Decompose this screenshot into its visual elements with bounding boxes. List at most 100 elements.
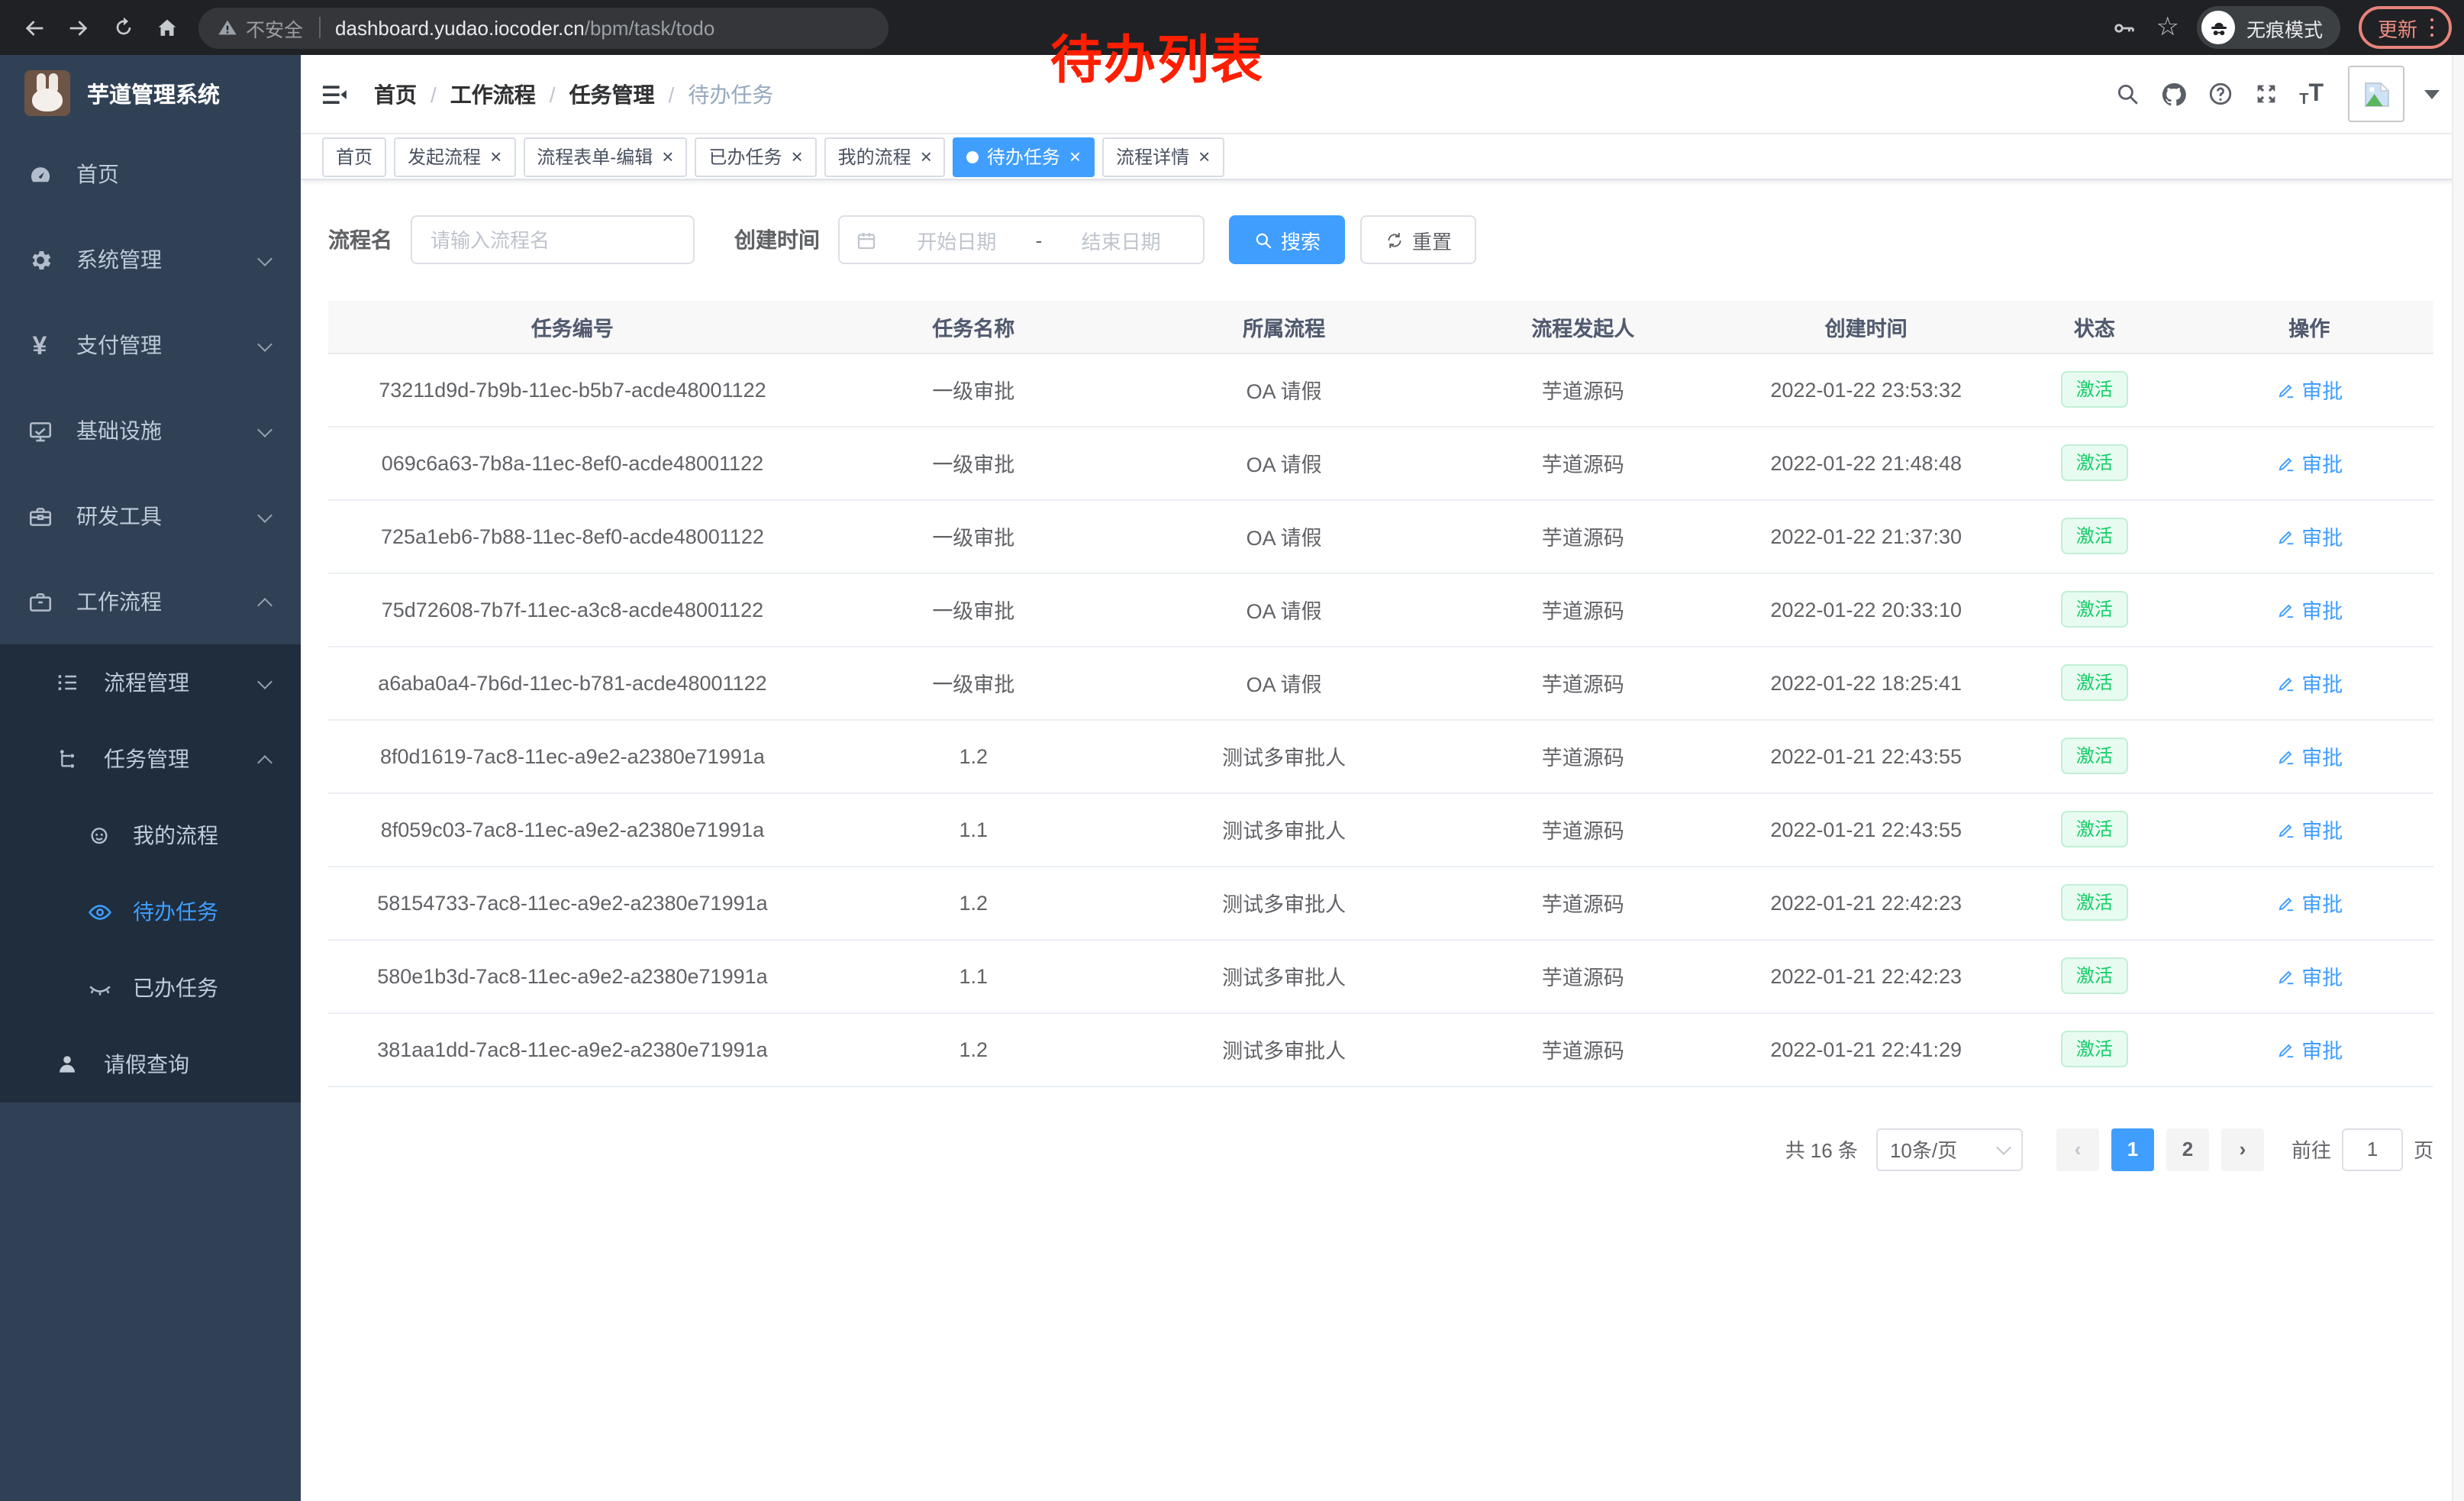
table-row: 8f059c03-7ac8-11ec-a9e2-a2380e71991a 1.1 测… bbox=[328, 792, 2433, 867]
search-icon[interactable] bbox=[2114, 81, 2140, 107]
help-icon[interactable] bbox=[2208, 81, 2233, 107]
approve-link[interactable]: 审批 bbox=[2275, 447, 2343, 478]
search-button[interactable]: 搜索 bbox=[1229, 215, 1346, 264]
tab-process-detail[interactable]: 流程详情 × bbox=[1102, 137, 1224, 176]
breadcrumb-home[interactable]: 首页 bbox=[374, 82, 417, 106]
next-page-button[interactable]: › bbox=[2221, 1128, 2264, 1170]
eye-icon bbox=[85, 899, 113, 925]
col-process: 所属流程 bbox=[1130, 301, 1438, 353]
not-secure-label: 不安全 bbox=[246, 19, 304, 40]
sidebar-item-infra[interactable]: 基础设施 bbox=[0, 388, 301, 473]
sidebar-item-task-mgmt[interactable]: 任务管理 bbox=[0, 721, 301, 797]
process-name-input[interactable] bbox=[411, 215, 695, 264]
github-icon[interactable] bbox=[2160, 80, 2188, 108]
page-button-2[interactable]: 2 bbox=[2166, 1128, 2209, 1170]
fullscreen-icon[interactable] bbox=[2253, 81, 2279, 107]
browser-back-button[interactable] bbox=[12, 5, 56, 50]
app-logo[interactable]: 芋道管理系统 bbox=[0, 55, 301, 131]
chevron-up-icon bbox=[257, 755, 273, 770]
sidebar: 芋道管理系统 首页 系统管理 ¥ 支付管理 基础设施 bbox=[0, 55, 301, 1501]
chrome-update-button[interactable]: 更新 bbox=[2359, 6, 2452, 49]
sidebar-item-devtools[interactable]: 研发工具 bbox=[0, 473, 301, 559]
sidebar-item-my-process[interactable]: 我的流程 bbox=[0, 797, 301, 873]
pen-icon bbox=[2275, 893, 2295, 912]
close-icon[interactable]: × bbox=[1198, 144, 1211, 167]
tab-home[interactable]: 首页 bbox=[322, 137, 387, 176]
status-badge: 激活 bbox=[2060, 590, 2128, 628]
toolbox-icon bbox=[26, 503, 53, 529]
approve-link[interactable]: 审批 bbox=[2275, 960, 2343, 991]
sidebar-item-done-tasks[interactable]: 已办任务 bbox=[0, 950, 301, 1026]
approve-link[interactable]: 审批 bbox=[2275, 887, 2343, 918]
approve-link[interactable]: 审批 bbox=[2275, 521, 2343, 551]
chevron-down-icon bbox=[1996, 1139, 2011, 1154]
breadcrumb-task-mgmt[interactable]: 任务管理 bbox=[569, 82, 655, 106]
sidebar-item-home[interactable]: 首页 bbox=[0, 131, 301, 217]
browser-forward-button[interactable] bbox=[56, 5, 101, 50]
pen-icon bbox=[2275, 1039, 2295, 1059]
tab-my-process[interactable]: 我的流程 × bbox=[824, 137, 946, 176]
tab-todo-tasks[interactable]: 待办任务 × bbox=[953, 137, 1095, 176]
bookmark-star-icon[interactable]: ☆ bbox=[2156, 12, 2179, 41]
sidebar-item-todo-tasks[interactable]: 待办任务 bbox=[0, 873, 301, 950]
browser-menu-icon[interactable] bbox=[2430, 18, 2433, 37]
page-button-1[interactable]: 1 bbox=[2111, 1128, 2154, 1170]
reset-button[interactable]: 重置 bbox=[1360, 215, 1477, 264]
page-scrollbar[interactable] bbox=[2452, 55, 2464, 1501]
not-secure-indicator[interactable]: 不安全 bbox=[217, 13, 303, 42]
prev-page-button[interactable]: ‹ bbox=[2056, 1128, 2099, 1170]
chevron-down-icon bbox=[257, 674, 273, 689]
approve-link[interactable]: 审批 bbox=[2275, 1034, 2343, 1064]
calendar-icon bbox=[855, 228, 878, 251]
breadcrumb-workflow[interactable]: 工作流程 bbox=[450, 82, 536, 106]
status-badge: 激活 bbox=[2060, 957, 2128, 995]
tab-done-tasks[interactable]: 已办任务 × bbox=[695, 137, 817, 176]
close-icon[interactable]: × bbox=[662, 144, 674, 167]
approve-link[interactable]: 审批 bbox=[2275, 741, 2343, 771]
goto-page-input[interactable] bbox=[2341, 1128, 2403, 1170]
close-icon[interactable]: × bbox=[791, 144, 803, 167]
browser-home-button[interactable] bbox=[145, 5, 189, 50]
table-row: 75d72608-7b7f-11ec-a3c8-acde48001122 一级审批… bbox=[328, 573, 2433, 647]
page-size-select[interactable]: 10条/页 bbox=[1875, 1128, 2023, 1170]
status-badge: 激活 bbox=[2060, 883, 2128, 922]
address-bar[interactable]: 不安全 dashboard.yudao.iocoder.cn /bpm/task… bbox=[198, 7, 889, 48]
table-row: 725a1eb6-7b88-11ec-8ef0-acde48001122 一级审批… bbox=[328, 499, 2433, 573]
sidebar-item-workflow[interactable]: 工作流程 bbox=[0, 559, 301, 644]
sidebar-fold-icon[interactable] bbox=[319, 79, 350, 109]
sidebar-item-payment[interactable]: ¥ 支付管理 bbox=[0, 302, 301, 388]
approve-link[interactable]: 审批 bbox=[2275, 594, 2343, 625]
sidebar-item-process-mgmt[interactable]: 流程管理 bbox=[0, 644, 301, 721]
pen-icon bbox=[2275, 966, 2295, 986]
close-icon[interactable]: × bbox=[490, 144, 502, 167]
workflow-submenu: 流程管理 任务管理 我的流程 待办任务 bbox=[0, 644, 301, 1102]
sidebar-item-system[interactable]: 系统管理 bbox=[0, 217, 301, 302]
approve-link[interactable]: 审批 bbox=[2275, 667, 2343, 698]
avatar-caret-icon[interactable] bbox=[2424, 89, 2440, 98]
sidebar-item-leave-query[interactable]: 请假查询 bbox=[0, 1026, 301, 1102]
close-icon[interactable]: × bbox=[1069, 144, 1082, 167]
close-icon[interactable]: × bbox=[920, 144, 932, 167]
browser-reload-button[interactable] bbox=[101, 5, 145, 50]
date-range-picker[interactable]: 开始日期 - 结束日期 bbox=[838, 215, 1205, 264]
avatar[interactable] bbox=[2348, 66, 2404, 122]
breadcrumb-current: 待办任务 bbox=[688, 82, 774, 106]
status-badge: 激活 bbox=[2060, 810, 2128, 848]
browser-toolbar: 不安全 dashboard.yudao.iocoder.cn /bpm/task… bbox=[0, 0, 2464, 55]
refresh-icon bbox=[1385, 230, 1405, 250]
tab-form-edit[interactable]: 流程表单-编辑 × bbox=[523, 137, 688, 176]
col-create-time: 创建时间 bbox=[1728, 301, 2004, 353]
status-badge: 激活 bbox=[2060, 1030, 2128, 1068]
process-name-label: 流程名 bbox=[328, 228, 392, 252]
url-path: /bpm/task/todo bbox=[584, 16, 715, 39]
filter-form: 流程名 创建时间 开始日期 - 结束日期 搜索 重 bbox=[328, 215, 2433, 264]
approve-link[interactable]: 审批 bbox=[2275, 374, 2343, 405]
tab-start-process[interactable]: 发起流程 × bbox=[394, 137, 516, 176]
approve-link[interactable]: 审批 bbox=[2275, 814, 2343, 844]
pen-icon bbox=[2275, 453, 2295, 473]
warning-icon bbox=[217, 17, 238, 38]
password-key-icon[interactable] bbox=[2111, 15, 2137, 40]
